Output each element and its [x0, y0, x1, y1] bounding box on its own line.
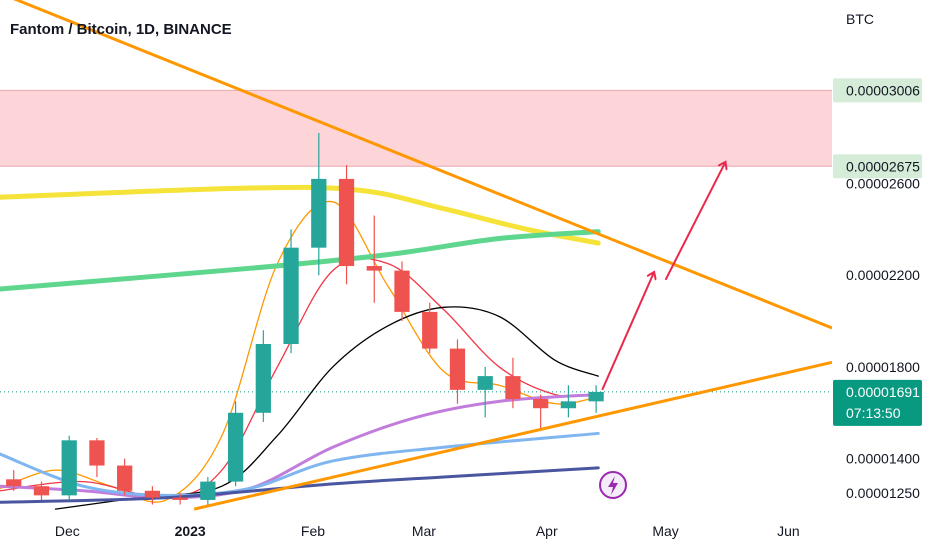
candle[interactable]: [338, 165, 355, 285]
candle[interactable]: [172, 493, 188, 505]
trendline-1[interactable]: [0, 0, 832, 330]
candle-body: [283, 247, 299, 344]
y-tick-label: 0.00002200: [846, 267, 920, 283]
candle[interactable]: [311, 133, 327, 276]
y-tick-label: 0.00001400: [846, 451, 920, 467]
candle[interactable]: [89, 438, 105, 478]
candle[interactable]: [200, 477, 216, 505]
moving-average-6: [0, 466, 600, 504]
candle[interactable]: [117, 458, 133, 496]
candle-body: [366, 266, 382, 271]
zone-bottom-price-tag-text: 0.00002675: [846, 158, 920, 174]
y-tick-label: 0.00002600: [846, 175, 920, 191]
chart-title: Fantom / Bitcoin, 1D, BINANCE: [10, 21, 232, 38]
axis-currency: BTC: [846, 11, 874, 27]
candle[interactable]: [144, 486, 161, 505]
current-price-text: 0.00001691: [846, 384, 920, 400]
x-tick-label: Dec: [55, 523, 80, 539]
x-tick-label: Jun: [777, 523, 800, 539]
moving-average-8: [0, 229, 601, 292]
x-tick-label: Feb: [301, 523, 325, 539]
candle-body: [172, 497, 188, 500]
candle-body: [89, 440, 105, 466]
candle-body: [477, 376, 493, 390]
candle[interactable]: [227, 401, 244, 487]
candle[interactable]: [283, 229, 299, 354]
countdown-text: 07:13:50: [846, 405, 901, 421]
candle[interactable]: [477, 366, 493, 418]
moving-average-4: [0, 392, 600, 500]
candle[interactable]: [33, 481, 50, 500]
candle[interactable]: [449, 339, 466, 404]
candle[interactable]: [533, 394, 549, 432]
candle-body: [200, 481, 216, 500]
y-tick-label: 0.00001800: [846, 359, 920, 375]
candle-body: [505, 376, 521, 400]
candle-body: [588, 391, 604, 402]
x-tick-label: 2023: [175, 523, 206, 539]
candle[interactable]: [255, 330, 271, 422]
projection-arrow-1[interactable]: [601, 273, 654, 391]
candle-body: [338, 178, 355, 267]
current-price-tag: 0.00001691 07:13:50: [833, 379, 922, 426]
candle[interactable]: [422, 302, 438, 354]
candle-body: [33, 486, 50, 496]
candle-body: [227, 412, 244, 482]
zone-bottom-price-tag-bg: [833, 154, 922, 179]
current-price-bg: [833, 379, 922, 426]
x-tick-label: Mar: [412, 523, 436, 539]
candle-body: [311, 178, 327, 248]
candle-body: [255, 344, 271, 413]
candle-body: [6, 479, 22, 487]
candle[interactable]: [6, 470, 22, 491]
candle-body: [144, 490, 161, 498]
zone-top-price-tag-text: 0.00003006: [846, 82, 920, 98]
y-tick-label: 0.00001250: [846, 485, 920, 501]
moving-average-7: [0, 184, 601, 246]
moving-average-5: [0, 431, 600, 497]
candle-body: [560, 401, 577, 409]
candle-body: [394, 270, 410, 312]
candle-body: [61, 440, 77, 496]
resistance-zone: [0, 90, 832, 167]
zone-top-price-tag: 0.00003006: [833, 78, 922, 103]
candle[interactable]: [61, 435, 77, 500]
candle[interactable]: [505, 357, 521, 409]
candle-body: [117, 465, 133, 491]
candle[interactable]: [366, 215, 382, 303]
candle[interactable]: [560, 385, 577, 418]
zone-bottom-price-tag: 0.00002675: [833, 154, 922, 179]
trendline-2[interactable]: [193, 360, 832, 511]
projection-arrow-2[interactable]: [664, 163, 725, 281]
candle-body: [533, 399, 549, 409]
candle[interactable]: [394, 261, 410, 322]
x-tick-label: May: [652, 523, 678, 539]
candle-body: [422, 311, 438, 349]
candle[interactable]: [588, 385, 604, 413]
candle-body: [449, 348, 466, 390]
lightning-icon[interactable]: [599, 471, 627, 499]
zone-top-price-tag-bg: [833, 78, 922, 103]
x-tick-label: Apr: [536, 523, 558, 539]
